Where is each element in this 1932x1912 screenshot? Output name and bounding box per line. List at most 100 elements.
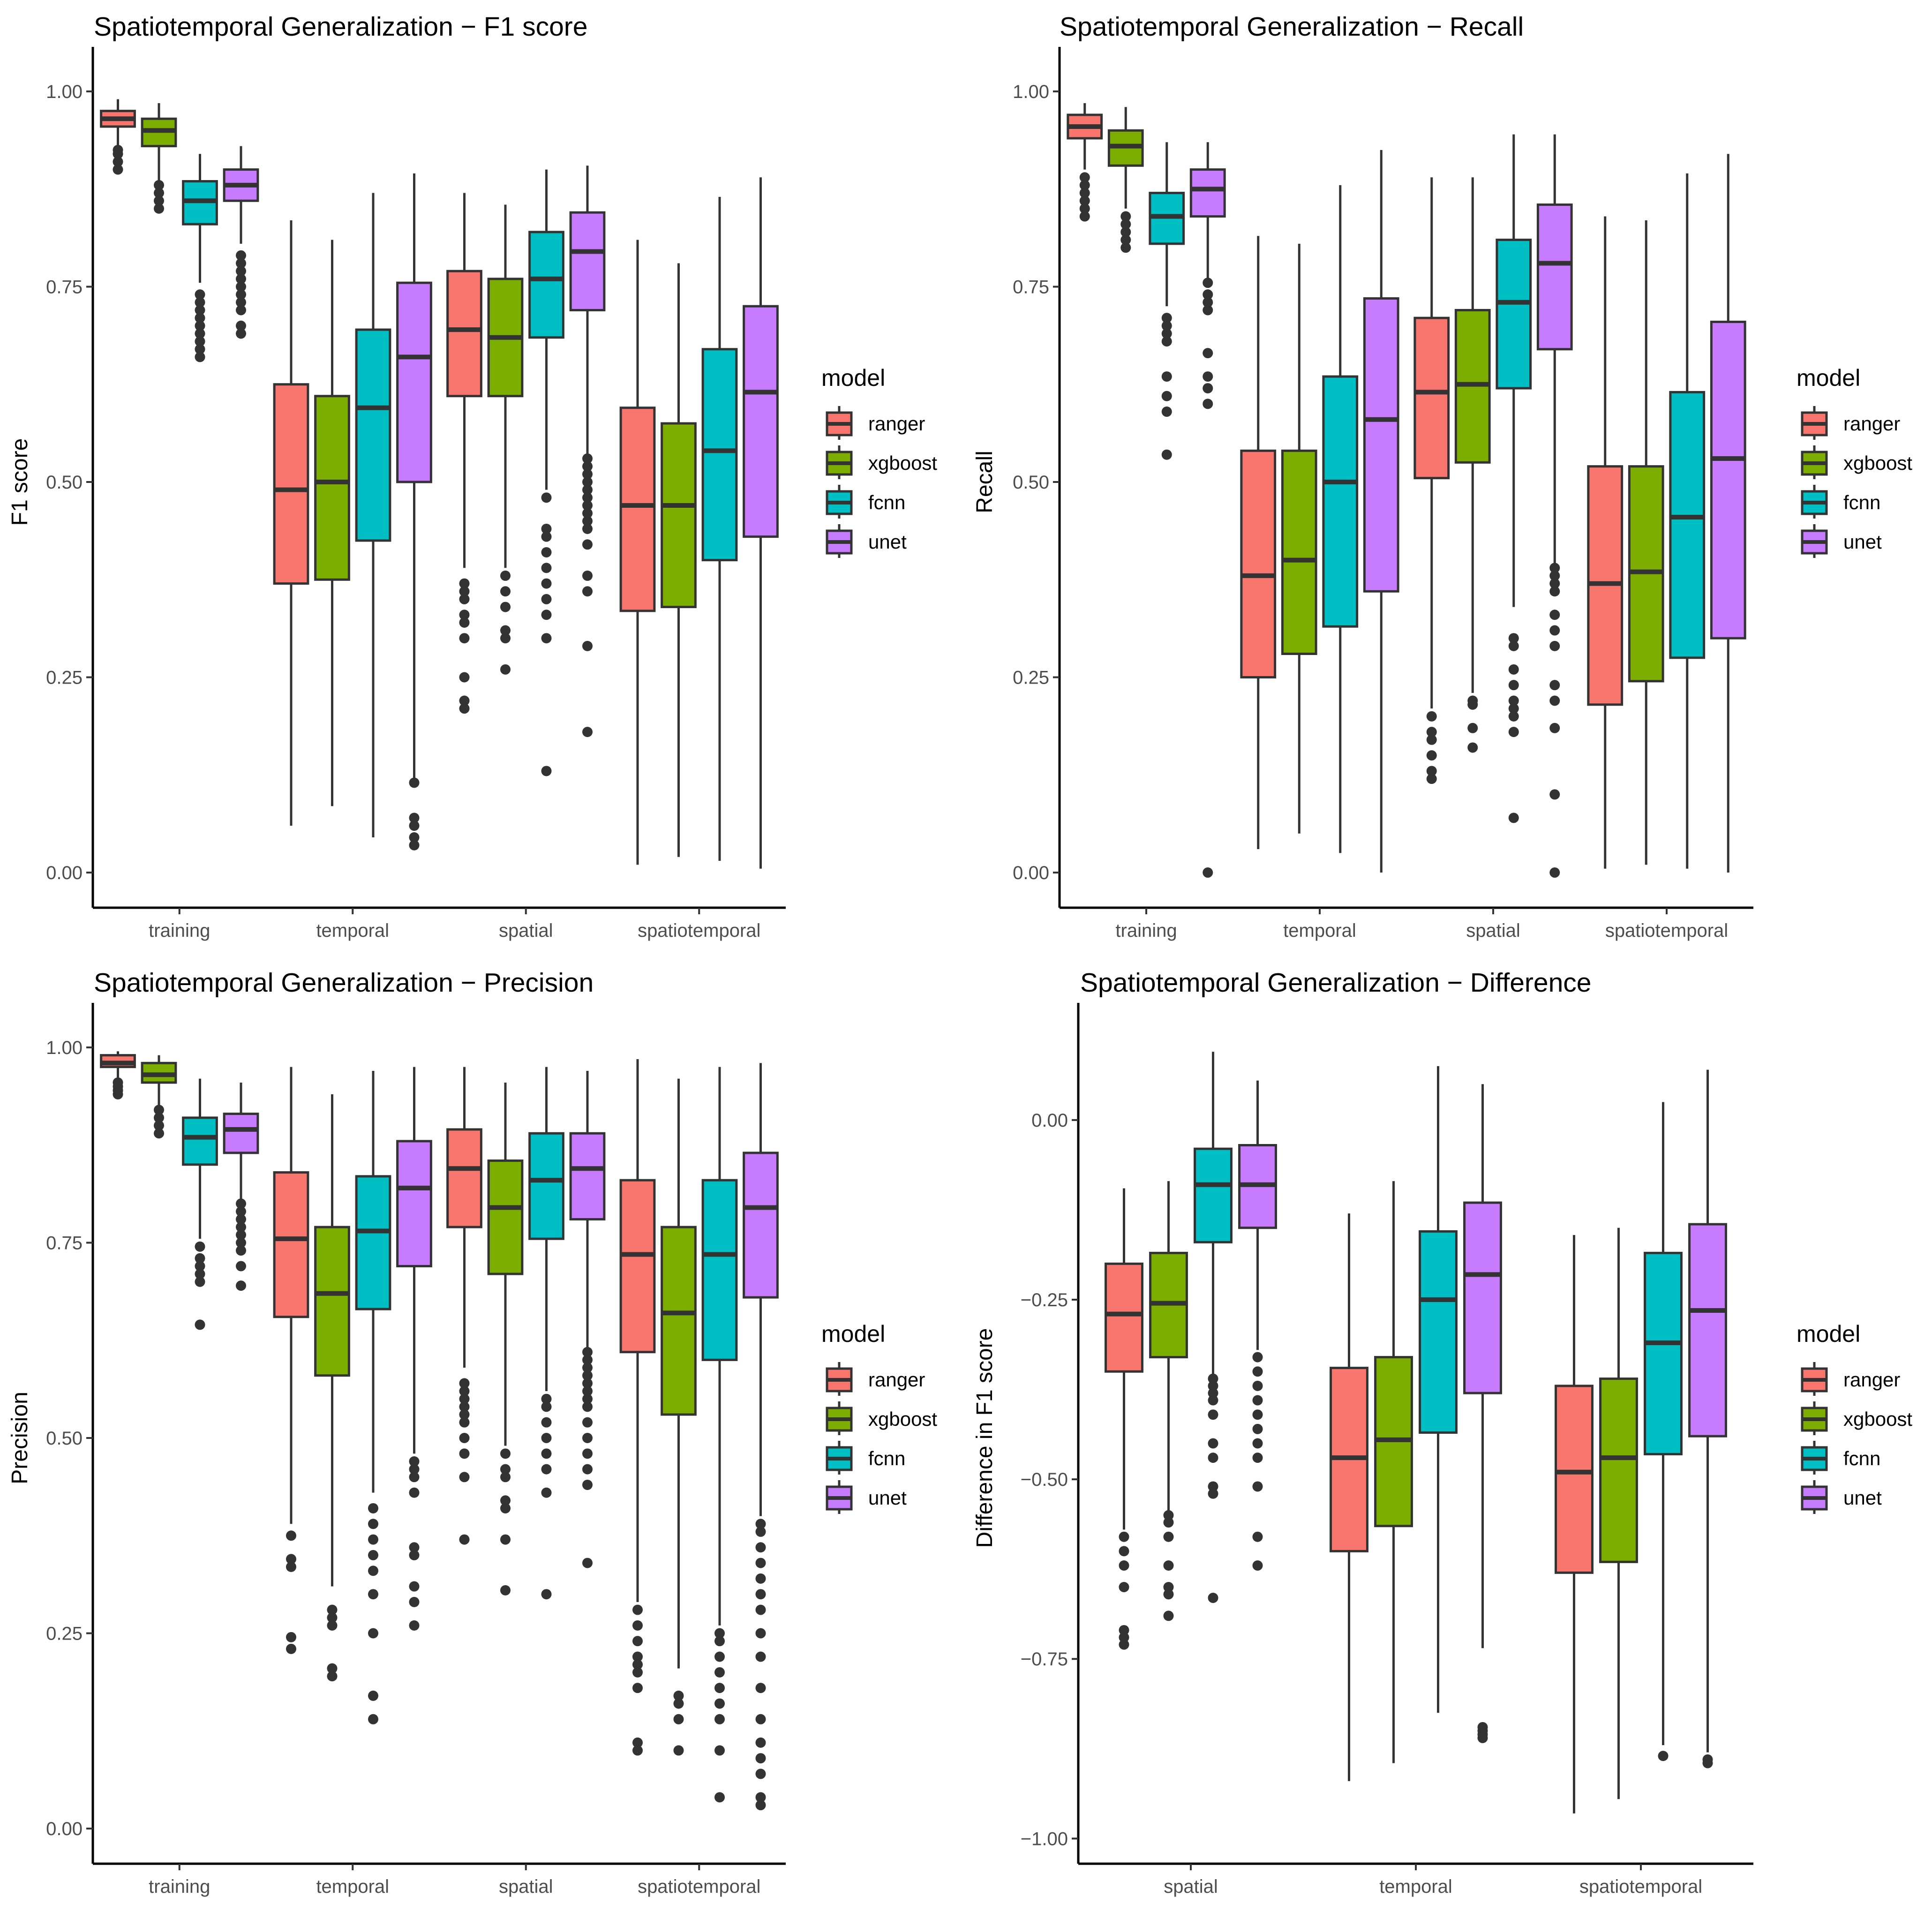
outlier-point — [409, 1542, 420, 1553]
y-axis-label: Difference in F1 score — [972, 1328, 997, 1548]
outlier-point — [755, 1526, 766, 1537]
outlier-point — [755, 1558, 766, 1568]
outlier-point — [1208, 1395, 1218, 1406]
outlier-point — [1549, 586, 1560, 597]
outlier-point — [632, 1683, 643, 1694]
box-fcnn-spatiotemporal — [701, 1067, 738, 1803]
outlier-point — [541, 547, 552, 557]
y-tick-label: 1.00 — [46, 82, 83, 102]
outlier-point — [368, 1714, 378, 1724]
outlier-point — [1549, 625, 1560, 636]
outlier-point — [1079, 180, 1090, 190]
outlier-point — [236, 1206, 246, 1217]
outlier-point — [327, 1671, 338, 1682]
box-iqr — [1419, 1230, 1458, 1434]
outlier-point — [1508, 664, 1519, 675]
outlier-point — [236, 1222, 246, 1233]
outlier-point — [409, 1472, 420, 1483]
outlier-point — [500, 1472, 511, 1483]
outlier-point — [327, 1612, 338, 1623]
outlier-point — [236, 1229, 246, 1240]
outlier-point — [409, 813, 420, 823]
outlier-point — [459, 1472, 470, 1483]
legend-label: unet — [868, 531, 907, 553]
outlier-point — [541, 578, 552, 589]
panel-recall: Spatiotemporal Generalization − Recall Re… — [966, 0, 1932, 956]
outlier-point — [236, 1237, 246, 1248]
box-unet-temporal — [1463, 1084, 1502, 1743]
legend-key-ranger — [826, 1362, 853, 1396]
outlier-point — [195, 297, 205, 308]
outlier-point — [582, 508, 593, 519]
outlier-point — [1467, 695, 1478, 706]
outlier-point — [582, 1417, 593, 1428]
outlier-point — [1161, 391, 1172, 401]
box-iqr — [661, 422, 697, 609]
outlier-point — [1477, 1722, 1488, 1732]
outlier-point — [1508, 680, 1519, 691]
box-iqr — [1555, 1385, 1594, 1574]
outlier-point — [582, 1433, 593, 1443]
outlier-point — [1658, 1751, 1669, 1761]
outlier-point — [755, 1683, 766, 1694]
outlier-point — [1163, 1589, 1174, 1600]
box-xgboost-spatiotemporal — [661, 1078, 697, 1756]
legend: model ranger xgboost fcnn unet — [1797, 365, 1912, 558]
chart-title: Spatiotemporal Generalization − F1 score — [94, 12, 587, 42]
box-unet-spatial — [569, 1070, 606, 1568]
outlier-point — [195, 336, 205, 347]
outlier-point — [459, 1393, 470, 1404]
outlier-point — [459, 1433, 470, 1443]
box-iqr — [569, 1132, 606, 1221]
outlier-point — [541, 1487, 552, 1498]
outlier-point — [500, 570, 511, 581]
y-tick-label: −1.00 — [1021, 1829, 1068, 1849]
outlier-point — [632, 1604, 643, 1615]
legend-key-fcnn — [826, 485, 853, 519]
outlier-point — [500, 664, 511, 675]
box-fcnn-training — [1149, 142, 1185, 460]
outlier-point — [195, 344, 205, 354]
y-tick-label: 1.00 — [1013, 82, 1049, 102]
outlier-point — [113, 156, 123, 167]
outlier-point — [541, 766, 552, 776]
legend-title: model — [821, 365, 885, 391]
outlier-point — [714, 1667, 725, 1678]
outlier-point — [500, 1464, 511, 1475]
y-tick-label: 0.50 — [46, 1428, 83, 1449]
plot-f1: Spatiotemporal Generalization − F1 score… — [8, 12, 937, 941]
legend: model ranger xgboost fcnn unet — [821, 1321, 937, 1514]
plot-recall: Spatiotemporal Generalization − Recall Re… — [972, 12, 1912, 941]
panel-precision: Spatiotemporal Generalization − Precisio… — [0, 956, 966, 1912]
outlier-point — [541, 594, 552, 604]
box-ranger-spatiotemporal — [1587, 216, 1624, 869]
legend-key-xgboost — [826, 445, 853, 479]
y-tick-label: 0.50 — [46, 472, 83, 493]
box-xgboost-spatiotemporal — [1599, 1227, 1638, 1799]
box-xgboost-spatiotemporal — [661, 263, 697, 857]
outlier-point — [1120, 226, 1131, 237]
outlier-point — [1549, 789, 1560, 800]
outlier-point — [1203, 383, 1213, 394]
outlier-point — [1079, 211, 1090, 222]
y-tick-label: 0.75 — [46, 277, 83, 297]
x-tick-label: spatiotemporal — [1579, 1876, 1702, 1897]
outlier-point — [714, 1714, 725, 1724]
outlier-point — [500, 586, 511, 597]
box-fcnn-training — [182, 154, 218, 362]
outlier-point — [1252, 1380, 1263, 1391]
box-xgboost-temporal — [314, 240, 350, 806]
box-ranger-temporal — [273, 220, 309, 826]
outlier-point — [1549, 723, 1560, 733]
outlier-point — [755, 1589, 766, 1600]
outlier-point — [1252, 1481, 1263, 1492]
outlier-point — [113, 1077, 123, 1088]
outlier-point — [195, 1253, 205, 1264]
outlier-point — [1467, 742, 1478, 753]
box-unet-spatiotemporal — [1710, 154, 1746, 873]
x-tick-label: temporal — [1283, 920, 1356, 941]
outlier-point — [195, 1241, 205, 1252]
outlier-point — [113, 164, 123, 175]
box-unet-temporal — [396, 173, 432, 851]
outlier-point — [1203, 867, 1213, 878]
